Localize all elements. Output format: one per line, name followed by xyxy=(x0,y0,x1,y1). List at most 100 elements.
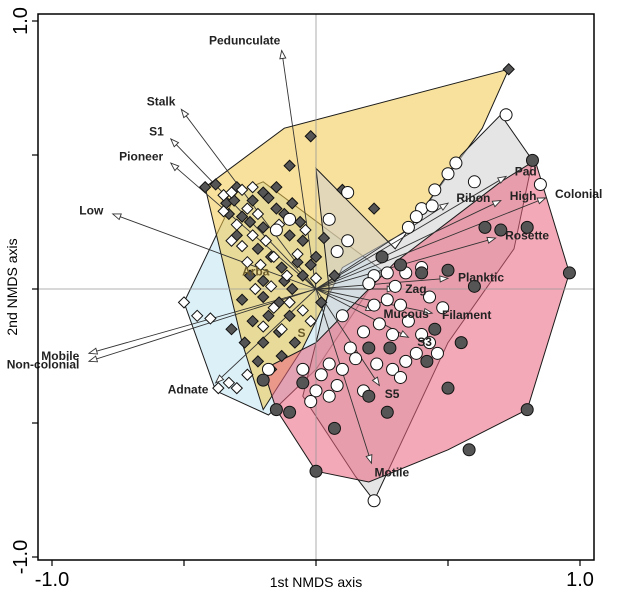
point-diamond-light xyxy=(235,239,249,253)
point-diamond-dark xyxy=(251,355,265,368)
arrowhead-pad xyxy=(496,175,508,184)
point-circle-light xyxy=(399,354,413,368)
vector-label: High xyxy=(510,189,537,203)
point-circle-dark xyxy=(525,153,539,167)
point-circle-light xyxy=(467,175,481,189)
group-label: S xyxy=(298,326,306,340)
point-circle-light xyxy=(367,298,381,312)
vector-label: Mucous xyxy=(384,307,430,321)
point-diamond-light xyxy=(241,202,254,215)
vector-planktic xyxy=(315,277,449,290)
point-diamond-light xyxy=(254,258,267,272)
point-diamond-dark xyxy=(209,178,222,191)
point-circle-light xyxy=(428,183,442,197)
point-circle-dark xyxy=(283,405,297,419)
point-diamond-dark xyxy=(286,197,299,210)
vector-label: Motile xyxy=(375,466,410,480)
point-diamond-dark xyxy=(243,215,257,229)
data-points xyxy=(177,63,576,508)
arrowhead-pioneer xyxy=(169,162,180,172)
point-circle-light xyxy=(335,362,349,376)
point-diamond-light xyxy=(235,183,249,197)
vector-motile xyxy=(315,288,372,464)
point-circle-light xyxy=(322,212,336,226)
point-diamond-light xyxy=(246,180,259,194)
y-axis-title: 2nd NMDS axis xyxy=(4,238,20,335)
point-circle-light xyxy=(388,279,402,293)
vector-label: Mobile xyxy=(41,349,79,363)
point-circle-light xyxy=(401,220,415,234)
group-labels: Arba S xyxy=(242,265,305,341)
point-diamond-light xyxy=(222,376,236,390)
arrowhead-non-colonial xyxy=(87,355,99,363)
point-diamond-light xyxy=(267,250,280,264)
arrowhead-colonial xyxy=(536,197,547,205)
point-circle-light xyxy=(341,186,355,200)
point-circle-dark xyxy=(309,464,323,478)
point-circle-light xyxy=(330,378,344,392)
point-circle-light xyxy=(296,362,310,376)
point-diamond-light xyxy=(249,282,262,296)
point-circle-light xyxy=(367,494,381,508)
point-diamond-dark xyxy=(293,215,307,229)
point-diamond-dark xyxy=(291,255,304,269)
arrowhead-pedunculate xyxy=(279,49,287,60)
vector-label: S3 xyxy=(417,335,432,349)
point-circle-light xyxy=(533,177,547,191)
point-diamond-dark xyxy=(367,202,381,215)
point-circle-light xyxy=(322,357,336,371)
vector-label: Planktic xyxy=(458,271,504,285)
point-circle-light xyxy=(349,352,363,366)
arrowhead-planktic xyxy=(439,275,450,283)
point-diamond-dark xyxy=(283,309,296,323)
point-circle-light xyxy=(322,389,336,403)
point-circle-dark xyxy=(415,266,429,280)
point-circle-light xyxy=(449,156,463,170)
point-diamond-dark xyxy=(502,63,515,76)
point-circle-light xyxy=(386,328,400,342)
point-diamond-dark xyxy=(225,322,238,336)
point-circle-light xyxy=(415,328,429,342)
point-diamond-light xyxy=(230,381,244,395)
point-diamond-dark xyxy=(243,269,257,282)
x-tick-label: -1.0 xyxy=(35,569,69,591)
arrowhead-s1 xyxy=(169,137,180,148)
point-diamond-dark xyxy=(288,336,302,349)
point-circle-light xyxy=(330,244,344,258)
point-circle-dark xyxy=(441,381,455,395)
point-diamond-light xyxy=(275,322,288,336)
point-circle-dark xyxy=(454,336,468,350)
vector-label: Rosette xyxy=(505,228,549,242)
arrowhead-rosette xyxy=(486,236,497,244)
point-circle-light xyxy=(436,301,450,315)
vector-label: S5 xyxy=(385,387,400,401)
point-diamond-light xyxy=(225,234,238,247)
point-circle-light xyxy=(401,314,415,328)
point-diamond-dark xyxy=(270,202,283,215)
point-diamond-dark xyxy=(238,336,251,349)
point-circle-light xyxy=(341,234,355,248)
point-circle-dark xyxy=(494,223,508,237)
point-circle-light xyxy=(309,384,323,398)
vector-label: Stalk xyxy=(147,94,176,108)
y-tick-label: 1.0 xyxy=(10,7,32,35)
point-diamond-light xyxy=(267,301,280,314)
vector-label: Pad xyxy=(515,164,537,178)
arrowhead-stalk xyxy=(180,108,190,119)
point-circle-light xyxy=(409,210,423,224)
vector-s5 xyxy=(315,288,380,386)
point-diamond-dark xyxy=(304,258,317,272)
point-diamond-dark xyxy=(256,336,270,349)
arrowhead-mobile xyxy=(87,347,99,355)
point-circle-dark xyxy=(478,220,492,234)
point-circle-dark xyxy=(269,403,283,417)
point-circle-light xyxy=(430,346,444,360)
point-diamond-dark xyxy=(275,349,288,363)
point-diamond-light xyxy=(212,381,225,395)
point-diamond-light xyxy=(309,272,323,285)
point-diamond-light xyxy=(225,186,238,199)
point-diamond-light xyxy=(299,223,312,237)
vector-label: Non-colonial xyxy=(7,357,80,371)
point-diamond-dark xyxy=(262,309,275,323)
point-diamond-dark xyxy=(286,282,299,296)
